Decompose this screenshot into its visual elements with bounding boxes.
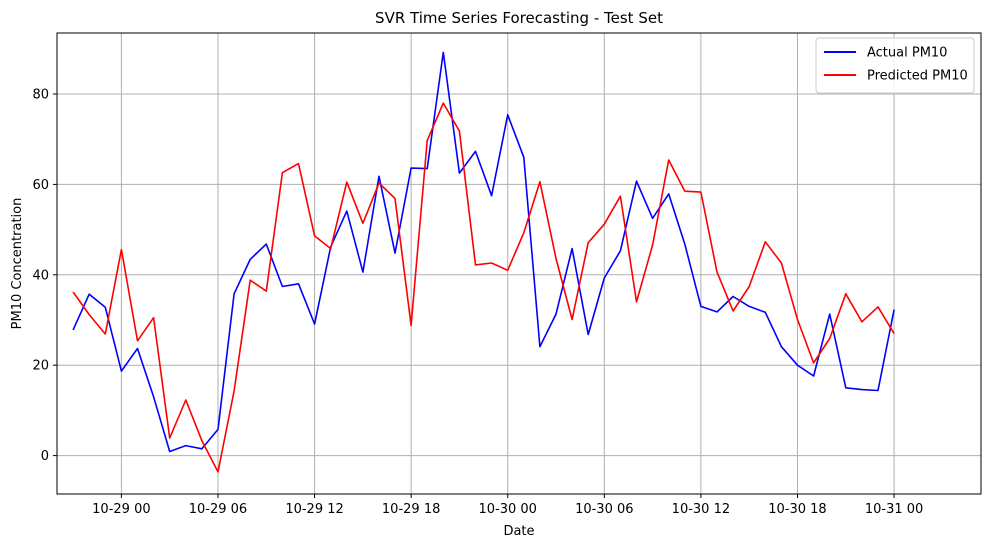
x-tick-label: 10-29 18 [382,502,440,517]
predicted-pm10-line [72,102,895,473]
legend-label-actual: Actual PM10 [867,46,947,61]
y-tick-label: 40 [32,268,49,283]
x-tick-label: 10-29 00 [92,502,150,517]
x-tick-label: 10-29 06 [189,502,247,517]
x-tick-label: 10-29 12 [285,502,343,517]
x-tick-label: 10-30 12 [672,502,730,517]
actual-pm10-line [72,51,895,453]
series-layer [72,51,895,473]
x-tick-label: 10-30 06 [575,502,633,517]
plot-frame [56,32,982,495]
x-tick-label: 10-30 00 [479,502,537,517]
y-tick-label: 80 [32,88,49,103]
legend-label-predicted: Predicted PM10 [867,69,968,84]
chart-title: SVR Time Series Forecasting - Test Set [375,9,663,27]
y-tick-label: 0 [41,449,49,464]
legend: Actual PM10 Predicted PM10 [815,37,975,94]
grid [57,33,981,494]
y-tick-label: 20 [32,359,49,374]
ticks: 10-29 00 10-29 06 10-29 12 10-29 18 10-30 00… [32,88,923,517]
x-tick-label: 10-31 00 [865,502,923,517]
x-tick-label: 10-30 18 [768,502,826,517]
y-tick-label: 60 [32,178,49,193]
y-axis-title: PM10 Concentration [10,198,25,330]
x-axis-title: Date [503,524,534,539]
